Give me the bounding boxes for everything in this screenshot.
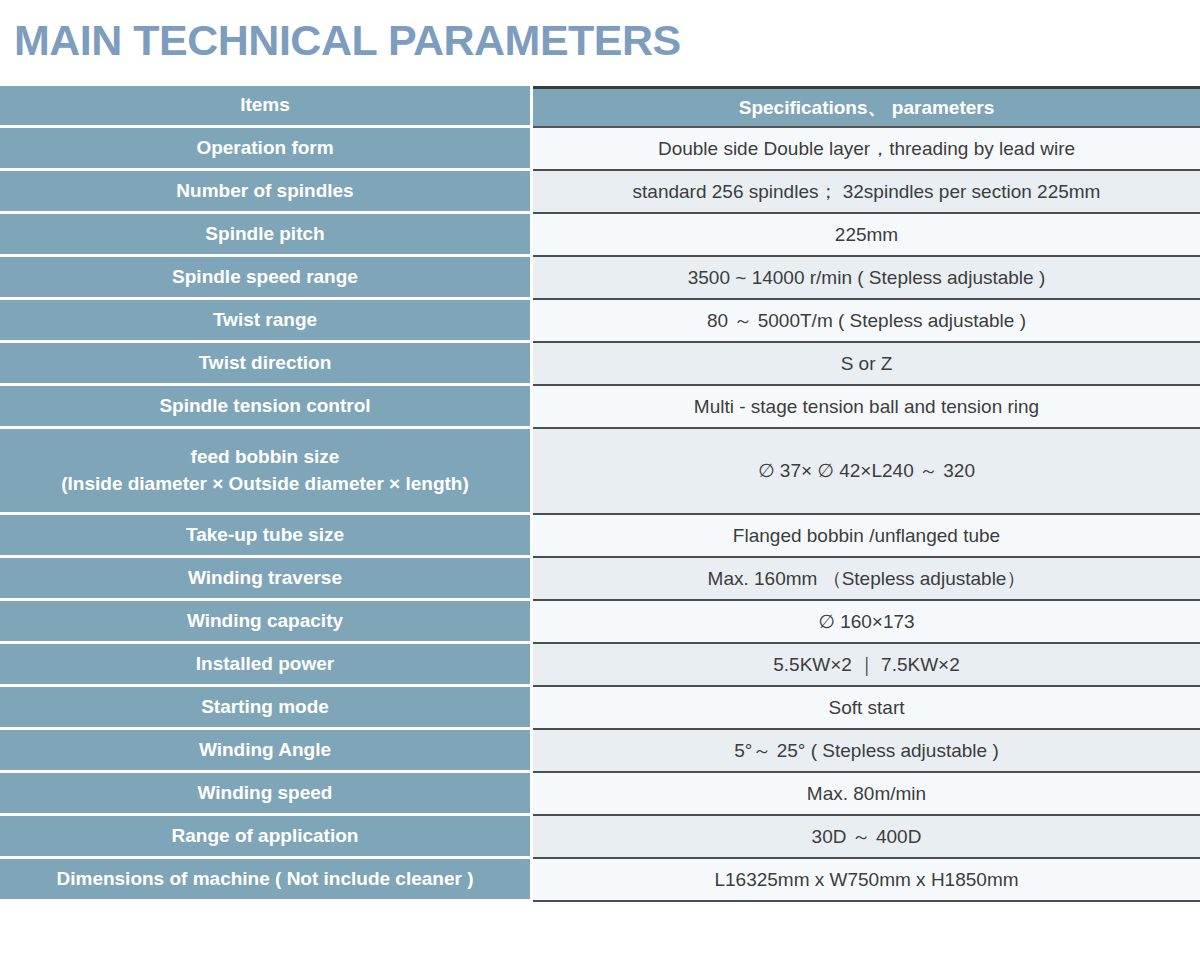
item-cell: Take-up tube size <box>0 515 530 558</box>
item-cell: Starting mode <box>0 687 530 730</box>
value-text: 225mm <box>835 224 898 246</box>
table-row: Spindle pitch 225mm <box>0 214 1200 257</box>
table-body: Operation form Double side Double layer，… <box>0 128 1200 902</box>
value-text: Soft start <box>828 697 904 719</box>
value-cell: S or Z <box>533 343 1200 386</box>
value-cell: 225mm <box>533 214 1200 257</box>
item-label: feed bobbin size <box>191 444 340 471</box>
table-row: Take-up tube size Flanged bobbin /unflan… <box>0 515 1200 558</box>
table-row: Twist range 80 ～ 5000T/m ( Stepless adju… <box>0 300 1200 343</box>
value-cell: Multi - stage tension ball and tension r… <box>533 386 1200 429</box>
item-label: Winding speed <box>198 780 333 807</box>
table-row: Installed power 5.5KW×2 ｜ 7.5KW×2 <box>0 644 1200 687</box>
value-cell: Soft start <box>533 687 1200 730</box>
value-cell: 3500 ~ 14000 r/min ( Stepless adjustable… <box>533 257 1200 300</box>
item-label: Winding capacity <box>187 608 343 635</box>
table-header-row: Items Specifications、 parameters <box>0 86 1200 128</box>
item-cell: feed bobbin size (Inside diameter × Outs… <box>0 429 530 515</box>
table-row: feed bobbin size (Inside diameter × Outs… <box>0 429 1200 515</box>
value-cell: 80 ～ 5000T/m ( Stepless adjustable ) <box>533 300 1200 343</box>
value-cell: ∅ 37× ∅ 42×L240 ～ 320 <box>533 429 1200 515</box>
value-text: L16325mm x W750mm x H1850mm <box>714 869 1018 891</box>
table-row: Winding capacity ∅ 160×173 <box>0 601 1200 644</box>
item-cell: Spindle pitch <box>0 214 530 257</box>
item-cell: Spindle speed range <box>0 257 530 300</box>
item-label: Starting mode <box>201 694 329 721</box>
value-text: Double side Double layer，threading by le… <box>658 136 1075 162</box>
value-text: 3500 ~ 14000 r/min ( Stepless adjustable… <box>688 267 1046 289</box>
table-row: Twist direction S or Z <box>0 343 1200 386</box>
item-label: Installed power <box>196 651 334 678</box>
table-row: Spindle speed range 3500 ~ 14000 r/min (… <box>0 257 1200 300</box>
value-text: 80 ～ 5000T/m ( Stepless adjustable ) <box>707 308 1026 334</box>
value-cell: Flanged bobbin /unflanged tube <box>533 515 1200 558</box>
value-cell: Double side Double layer，threading by le… <box>533 128 1200 171</box>
value-cell: 5.5KW×2 ｜ 7.5KW×2 <box>533 644 1200 687</box>
item-label-line2: (Inside diameter × Outside diameter × le… <box>61 471 469 498</box>
value-cell: L16325mm x W750mm x H1850mm <box>533 859 1200 902</box>
item-cell: Operation form <box>0 128 530 171</box>
item-label: Winding Angle <box>199 737 331 764</box>
value-text: Flanged bobbin /unflanged tube <box>733 525 1000 547</box>
table-row: Winding traverse Max. 160mm （Stepless ad… <box>0 558 1200 601</box>
value-text: Max. 80m/min <box>807 783 926 805</box>
value-text: S or Z <box>841 353 893 375</box>
value-text: ∅ 160×173 <box>818 610 914 633</box>
item-label: Number of spindles <box>176 178 353 205</box>
value-cell: 30D ～ 400D <box>533 816 1200 859</box>
value-text: Max. 160mm （Stepless adjustable） <box>708 566 1026 592</box>
item-label: Take-up tube size <box>186 522 344 549</box>
item-cell: Winding speed <box>0 773 530 816</box>
value-text: 5.5KW×2 ｜ 7.5KW×2 <box>773 652 960 678</box>
value-text: standard 256 spindles； 32spindles per se… <box>633 179 1101 205</box>
value-text: 30D ～ 400D <box>812 824 922 850</box>
table-row: Spindle tension control Multi - stage te… <box>0 386 1200 429</box>
table-row: Range of application 30D ～ 400D <box>0 816 1200 859</box>
value-text: Multi - stage tension ball and tension r… <box>694 396 1039 418</box>
item-cell: Twist direction <box>0 343 530 386</box>
item-label: Twist direction <box>199 350 332 377</box>
value-cell: Max. 80m/min <box>533 773 1200 816</box>
value-cell: standard 256 spindles； 32spindles per se… <box>533 171 1200 214</box>
item-label: Spindle tension control <box>159 393 370 420</box>
table-row: Starting mode Soft start <box>0 687 1200 730</box>
table-row: Dimensions of machine ( Not include clea… <box>0 859 1200 902</box>
specs-column-header: Specifications、 parameters <box>533 86 1200 128</box>
item-label: Dimensions of machine ( Not include clea… <box>56 866 473 893</box>
item-cell: Winding capacity <box>0 601 530 644</box>
table-row: Operation form Double side Double layer，… <box>0 128 1200 171</box>
item-cell: Spindle tension control <box>0 386 530 429</box>
items-column-header: Items <box>0 86 530 128</box>
item-cell: Range of application <box>0 816 530 859</box>
value-cell: Max. 160mm （Stepless adjustable） <box>533 558 1200 601</box>
item-label: Spindle pitch <box>205 221 324 248</box>
item-cell: Dimensions of machine ( Not include clea… <box>0 859 530 902</box>
item-cell: Winding traverse <box>0 558 530 601</box>
item-label: Winding traverse <box>188 565 342 592</box>
value-cell: ∅ 160×173 <box>533 601 1200 644</box>
value-cell: 5°～ 25° ( Stepless adjustable ) <box>533 730 1200 773</box>
item-cell: Installed power <box>0 644 530 687</box>
table-row: Winding Angle 5°～ 25° ( Stepless adjusta… <box>0 730 1200 773</box>
value-text: 5°～ 25° ( Stepless adjustable ) <box>734 738 998 764</box>
item-cell: Winding Angle <box>0 730 530 773</box>
item-label: Range of application <box>172 823 359 850</box>
table-row: Number of spindles standard 256 spindles… <box>0 171 1200 214</box>
item-label: Spindle speed range <box>172 264 358 291</box>
item-label: Operation form <box>196 135 333 162</box>
table-row: Winding speed Max. 80m/min <box>0 773 1200 816</box>
item-cell: Twist range <box>0 300 530 343</box>
parameters-table: Items Specifications、 parameters Operati… <box>0 86 1200 902</box>
value-text: ∅ 37× ∅ 42×L240 ～ 320 <box>758 458 975 484</box>
item-cell: Number of spindles <box>0 171 530 214</box>
item-label: Twist range <box>213 307 317 334</box>
page-title: MAIN TECHNICAL PARAMETERS <box>14 16 681 65</box>
